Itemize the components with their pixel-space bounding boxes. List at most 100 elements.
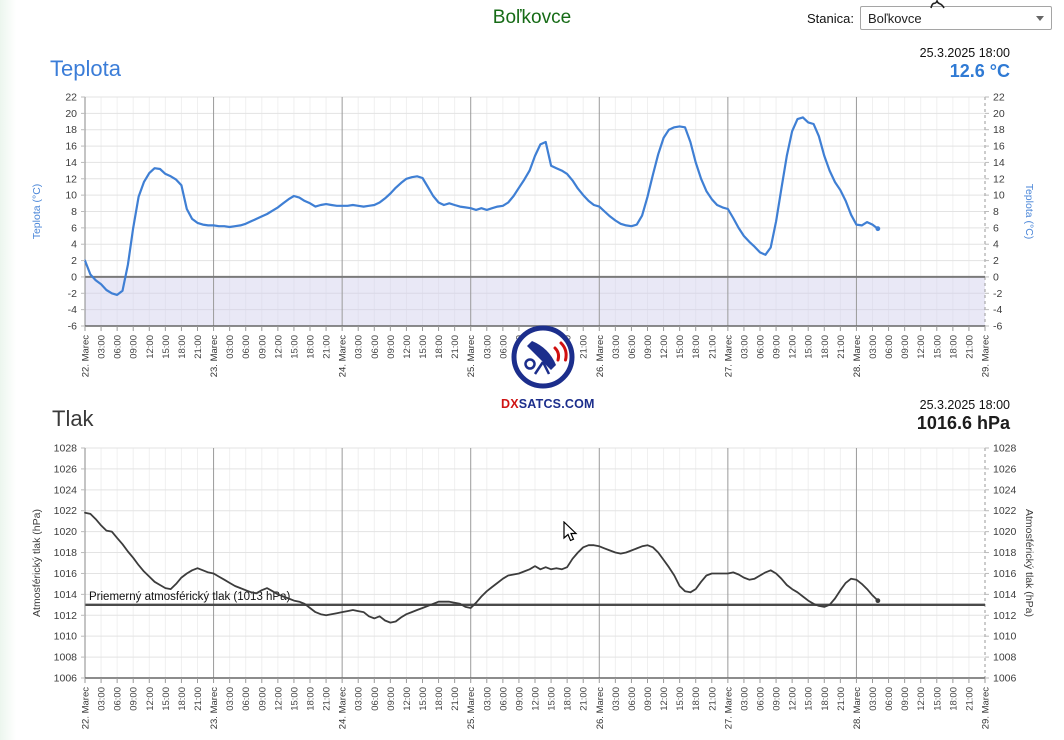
x-axis-tick-label: 18:00 — [306, 335, 317, 359]
x-axis-tick-label: 18:00 — [177, 335, 188, 359]
x-axis-tick-label: 21:00 — [450, 687, 461, 711]
chevron-down-icon — [1036, 15, 1044, 21]
x-axis-tick-label: 12:00 — [659, 335, 670, 359]
y-axis-tick-label: 1012 — [54, 610, 78, 622]
y-axis-tick-label: 1028 — [993, 443, 1017, 455]
y-axis-tick-label: -4 — [993, 304, 1002, 316]
x-axis-tick-label: 21:00 — [964, 335, 975, 359]
x-axis-tick-label: 09:00 — [772, 687, 783, 711]
y-axis-tick-label: 6 — [993, 222, 999, 234]
last-point-marker — [875, 598, 881, 604]
x-axis-tick-label: 06:00 — [756, 687, 767, 711]
x-axis-tick-label: 18:00 — [691, 335, 702, 359]
y-axis-tick-label: 1020 — [993, 526, 1017, 538]
dxsatcs-brand-text: DXSATCS.COM — [499, 397, 597, 411]
y-axis-tick-label: 22 — [65, 92, 77, 104]
y-axis-tick-label: 1024 — [993, 484, 1017, 496]
y-axis-tick-label: 6 — [71, 222, 77, 234]
y-axis-tick-label: -6 — [68, 321, 77, 333]
last-point-marker — [875, 226, 881, 232]
x-axis-tick-label: 06:00 — [113, 687, 124, 711]
y-axis-tick-label: -6 — [993, 321, 1002, 333]
y-axis-tick-label: 1016 — [54, 568, 78, 580]
x-axis-tick-label: 03:00 — [868, 687, 879, 711]
x-axis-tick-label: 09:00 — [386, 335, 397, 359]
station-selector-bar: Stanica: Boľkovce — [807, 6, 1052, 30]
x-axis-tick-label: 21:00 — [836, 335, 847, 359]
y-axis-tick-label: 4 — [71, 239, 77, 251]
y-axis-tick-label: 18 — [65, 124, 77, 136]
y-axis-tick-label: 0 — [71, 271, 77, 283]
y-axis-tick-label: 1022 — [54, 505, 78, 517]
x-axis-tick-label: 03:00 — [739, 335, 750, 359]
x-axis-tick-label: 12:00 — [273, 335, 284, 359]
x-axis-tick-label: 18:00 — [306, 687, 317, 711]
temperature-current-value: 12.6 °C — [949, 61, 1010, 81]
x-axis-tick-label: 15:00 — [418, 335, 429, 359]
y-axis-tick-label: -2 — [68, 288, 77, 300]
y-axis-tick-label: 14 — [993, 157, 1005, 169]
x-axis-tick-label: 22. Marec — [81, 687, 92, 729]
x-axis-tick-label: 15:00 — [418, 687, 429, 711]
x-axis-tick-label: 25. Marec — [466, 687, 477, 729]
pressure-section-title: Tlak — [52, 406, 94, 431]
y-axis-tick-label: 8 — [993, 206, 999, 218]
x-axis-tick-label: 18:00 — [948, 687, 959, 711]
x-axis-tick-label: 26. Marec — [595, 687, 606, 729]
dxsatcs-watermark: DXSATCS.COM — [499, 324, 597, 411]
x-axis-tick-label: 15:00 — [675, 687, 686, 711]
y-axis-tick-label: 1014 — [54, 589, 78, 601]
y-axis-tick-label: 1010 — [993, 631, 1017, 643]
x-axis-tick-label: 18:00 — [434, 335, 445, 359]
y-axis-tick-label: 2 — [993, 255, 999, 267]
x-axis-tick-label: 09:00 — [257, 687, 268, 711]
y-axis-tick-label: 1022 — [993, 505, 1017, 517]
station-select[interactable]: Boľkovce — [860, 6, 1052, 30]
x-axis-tick-label: 18:00 — [691, 687, 702, 711]
y-axis-tick-label: 0 — [993, 271, 999, 283]
y-axis-tick-label: 1024 — [54, 484, 78, 496]
x-axis-tick-label: 09:00 — [643, 335, 654, 359]
x-axis-tick-label: 09:00 — [514, 687, 525, 711]
x-axis-tick-label: 06:00 — [241, 687, 252, 711]
x-axis-tick-label: 15:00 — [161, 335, 172, 359]
y-axis-title-right: Atmosférický tlak (hPa) — [1023, 509, 1035, 617]
x-axis-tick-label: 03:00 — [611, 687, 622, 711]
x-axis-tick-label: 21:00 — [964, 687, 975, 711]
x-axis-tick-label: 29. Marec — [981, 687, 992, 729]
y-axis-tick-label: 2 — [71, 255, 77, 267]
y-axis-tick-label: 1018 — [54, 547, 78, 559]
x-axis-tick-label: 06:00 — [498, 335, 509, 359]
temperature-line — [83, 116, 880, 296]
temperature-timestamp: 25.3.2025 18:00 — [919, 46, 1010, 60]
y-axis-tick-label: -2 — [993, 288, 1002, 300]
x-axis-tick-label: 21:00 — [707, 335, 718, 359]
x-axis-tick-label: 18:00 — [820, 335, 831, 359]
y-axis-title-left: Atmosférický tlak (hPa) — [31, 509, 43, 617]
y-axis-tick-label: 1016 — [993, 568, 1017, 580]
x-axis-tick-label: 06:00 — [370, 687, 381, 711]
temperature-section-title: Teplota — [50, 56, 121, 81]
x-axis-tick-label: 12:00 — [145, 687, 156, 711]
x-axis-tick-label: 12:00 — [402, 335, 413, 359]
x-axis-tick-label: 12:00 — [531, 687, 542, 711]
pressure-current-value: 1016.6 hPa — [916, 413, 1010, 433]
x-axis-tick-label: 09:00 — [257, 335, 268, 359]
x-axis-tick-label: 06:00 — [113, 335, 124, 359]
x-axis-tick-label: 21:00 — [579, 335, 590, 359]
x-axis-tick-label: 09:00 — [386, 687, 397, 711]
x-axis-tick-label: 21:00 — [193, 335, 204, 359]
y-axis-tick-label: 1026 — [993, 463, 1017, 475]
y-axis-tick-label: 20 — [993, 108, 1005, 120]
y-axis-tick-label: 1006 — [54, 673, 78, 685]
x-axis-tick-label: 09:00 — [900, 335, 911, 359]
x-axis-tick-label: 03:00 — [97, 687, 108, 711]
x-axis-tick-label: 06:00 — [884, 335, 895, 359]
x-axis-tick-label: 06:00 — [241, 335, 252, 359]
x-axis-tick-label: 21:00 — [322, 335, 333, 359]
x-axis-tick-label: 18:00 — [563, 687, 574, 711]
x-axis-tick-label: 03:00 — [354, 687, 365, 711]
x-axis-tick-label: 15:00 — [804, 687, 815, 711]
x-axis-tick-label: 12:00 — [788, 687, 799, 711]
